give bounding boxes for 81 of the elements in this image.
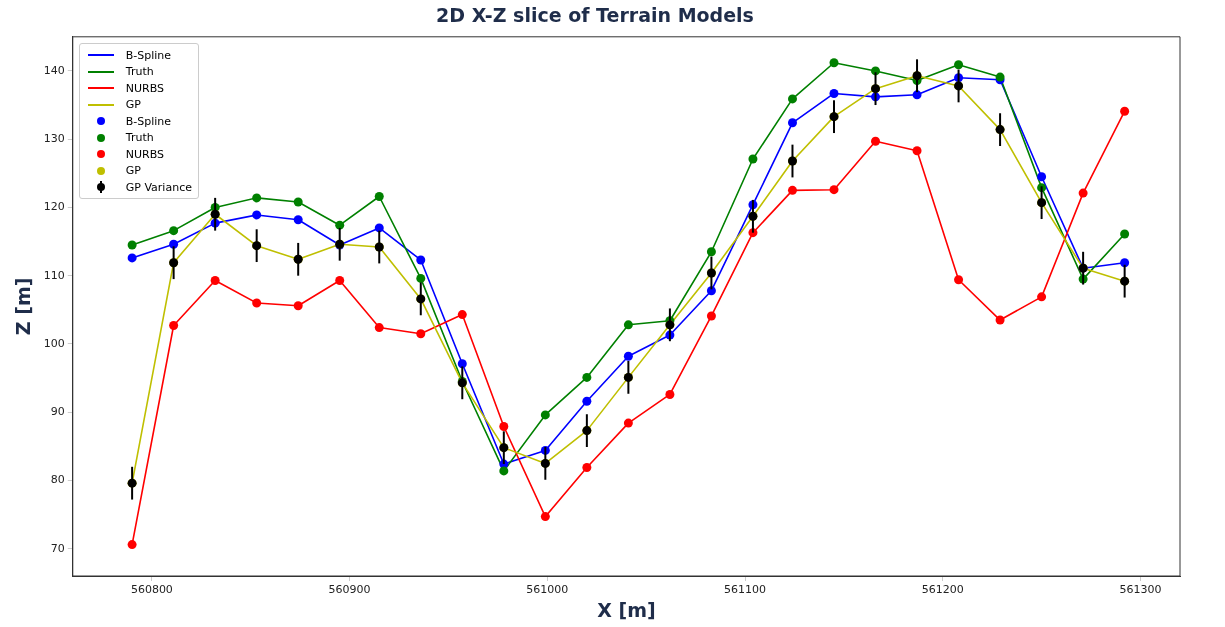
point bbox=[169, 226, 179, 236]
x-tick-label: 561000 bbox=[526, 583, 569, 597]
y-tick-label: 110 bbox=[43, 268, 65, 282]
point bbox=[829, 185, 839, 195]
point bbox=[169, 239, 179, 249]
legend-label: Truth bbox=[125, 131, 154, 145]
point bbox=[1037, 292, 1047, 302]
point bbox=[623, 418, 633, 428]
y-tick-label: 140 bbox=[43, 63, 65, 77]
point bbox=[954, 60, 964, 70]
point bbox=[127, 253, 137, 263]
point bbox=[706, 311, 716, 321]
point bbox=[1078, 188, 1088, 198]
y-axis-title: Z [m] bbox=[12, 277, 35, 336]
point bbox=[1120, 106, 1130, 116]
legend-label: NURBS bbox=[125, 147, 165, 161]
x-tick-label: 561200 bbox=[921, 583, 964, 597]
legend-label: B-Spline bbox=[125, 48, 172, 62]
point bbox=[499, 422, 509, 432]
point bbox=[540, 512, 550, 522]
point bbox=[416, 255, 426, 265]
y-tick-label: 130 bbox=[43, 132, 65, 146]
point bbox=[582, 462, 592, 472]
point bbox=[706, 286, 716, 296]
point bbox=[582, 372, 592, 382]
point bbox=[416, 273, 426, 283]
point bbox=[293, 197, 303, 207]
point bbox=[457, 310, 467, 320]
point bbox=[416, 329, 426, 339]
x-tick-label: 561300 bbox=[1119, 583, 1162, 597]
point bbox=[912, 146, 922, 156]
point bbox=[169, 321, 179, 331]
point bbox=[127, 540, 137, 550]
point bbox=[293, 215, 303, 225]
point bbox=[252, 193, 262, 203]
point bbox=[210, 275, 220, 285]
point bbox=[787, 118, 797, 128]
point bbox=[954, 275, 964, 285]
x-axis-title: X [m] bbox=[597, 598, 656, 621]
chart-title: 2D X-Z slice of Terrain Models bbox=[436, 4, 754, 27]
point bbox=[1120, 258, 1130, 268]
legend-label: NURBS bbox=[125, 81, 165, 95]
point bbox=[127, 240, 137, 250]
point bbox=[829, 58, 839, 68]
y-tick-label: 80 bbox=[50, 473, 65, 487]
point bbox=[374, 323, 384, 333]
y-tick-label: 70 bbox=[50, 541, 65, 555]
point bbox=[374, 223, 384, 233]
point bbox=[1037, 172, 1047, 182]
legend-label: Truth bbox=[125, 65, 154, 79]
point bbox=[457, 359, 467, 369]
y-tick-label: 90 bbox=[50, 405, 65, 419]
point bbox=[995, 315, 1005, 325]
x-tick-label: 561100 bbox=[724, 583, 767, 597]
legend-label: B-Spline bbox=[125, 114, 172, 128]
point bbox=[335, 220, 345, 230]
point bbox=[871, 136, 881, 146]
legend-label: GP bbox=[125, 164, 141, 178]
legend-label: GP bbox=[125, 98, 141, 112]
point bbox=[335, 275, 345, 285]
point bbox=[582, 396, 592, 406]
point bbox=[829, 88, 839, 98]
x-tick-label: 560900 bbox=[328, 583, 371, 597]
point bbox=[293, 301, 303, 311]
point bbox=[252, 298, 262, 308]
x-tick-label: 560800 bbox=[130, 583, 173, 597]
point bbox=[540, 410, 550, 420]
y-tick-label: 100 bbox=[43, 336, 65, 350]
point bbox=[706, 247, 716, 257]
point bbox=[1120, 229, 1130, 239]
point bbox=[748, 154, 758, 164]
point bbox=[787, 94, 797, 104]
point bbox=[499, 466, 509, 476]
point bbox=[623, 351, 633, 361]
y-tick-label: 120 bbox=[43, 200, 65, 214]
point bbox=[252, 210, 262, 220]
point bbox=[787, 185, 797, 195]
point bbox=[374, 192, 384, 202]
point bbox=[623, 320, 633, 330]
point bbox=[665, 389, 675, 399]
legend-label: GP Variance bbox=[125, 180, 192, 194]
